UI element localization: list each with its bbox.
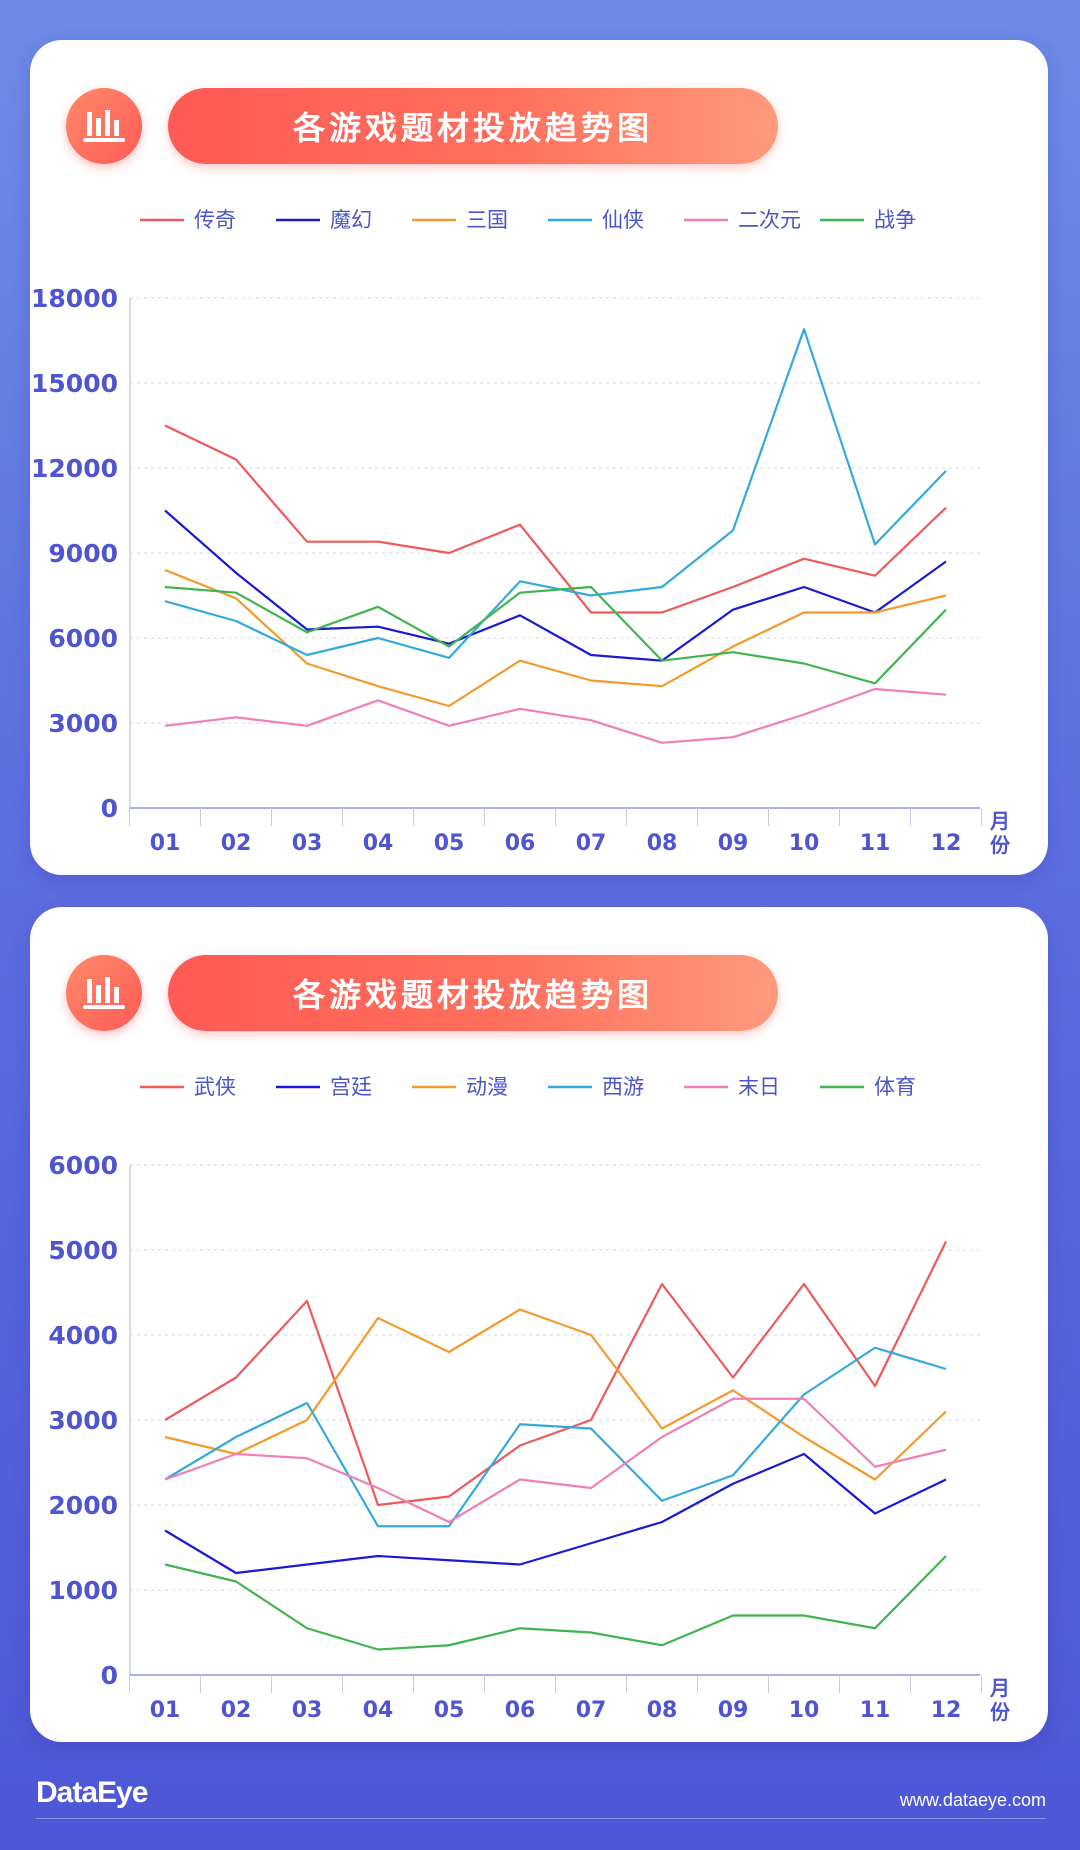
y-tick-label: 1000 xyxy=(48,1576,118,1605)
series-line xyxy=(164,1555,947,1651)
chart-card-1: 各游戏题材投放趋势图 传奇 魔幻 三国 仙侠 二次元 战争 0 3000 6000 9000 120… xyxy=(30,40,1048,875)
chart-card-2: 各游戏题材投放趋势图 武侠 宫廷 动漫 西游 末日 体育 0 1000 2000 3000 4000… xyxy=(30,907,1048,1742)
x-tick-label: 05 xyxy=(434,1698,465,1723)
legend-label: 宫廷 xyxy=(330,1075,372,1099)
y-tick-label: 2000 xyxy=(48,1491,118,1520)
x-tick-label: 09 xyxy=(718,831,749,856)
x-tick-label: 11 xyxy=(860,831,891,856)
y-tick-label: 12000 xyxy=(31,454,118,483)
x-tick-label: 06 xyxy=(505,831,536,856)
x-tick-label: 07 xyxy=(576,1698,607,1723)
line-chart: 传奇 魔幻 三国 仙侠 二次元 战争 0 3000 6000 9000 12000 15000 1800… xyxy=(31,208,1011,857)
x-tick-label: 02 xyxy=(221,831,252,856)
y-tick-label: 3000 xyxy=(48,1406,118,1435)
line-chart: 武侠 宫廷 动漫 西游 末日 体育 0 1000 2000 3000 4000 5000 6000 01 0… xyxy=(48,1075,1011,1724)
x-tick-label: 06 xyxy=(505,1698,536,1723)
legend-label: 动漫 xyxy=(466,1075,508,1099)
y-tick-label: 6000 xyxy=(48,624,118,653)
x-tick-label: 03 xyxy=(292,831,323,856)
x-tick-label: 12 xyxy=(931,1698,962,1723)
x-tick-label: 05 xyxy=(434,831,465,856)
x-tick-label: 01 xyxy=(150,831,181,856)
legend-label: 传奇 xyxy=(194,208,236,232)
x-tick-label: 01 xyxy=(150,1698,181,1723)
x-tick-label: 11 xyxy=(860,1698,891,1723)
series-line xyxy=(164,1452,947,1575)
legend-label: 二次元 xyxy=(738,208,801,232)
chart-bars-icon xyxy=(66,955,142,1031)
series-line xyxy=(164,1346,947,1528)
y-tick-label: 0 xyxy=(101,794,118,823)
legend-label: 战争 xyxy=(874,208,916,232)
x-axis-label: 月 xyxy=(989,809,1010,833)
dataeye-logo: DataEye xyxy=(36,1776,148,1809)
footer-divider xyxy=(36,1818,1046,1819)
x-tick-label: 08 xyxy=(647,1698,678,1723)
series-line xyxy=(164,585,947,685)
y-tick-label: 18000 xyxy=(31,284,118,313)
y-tick-label: 3000 xyxy=(48,709,118,738)
chart-bars-icon xyxy=(66,88,142,164)
series-line xyxy=(164,568,947,708)
x-tick-label: 10 xyxy=(789,1698,820,1723)
series-line xyxy=(164,424,947,614)
chart-title: 各游戏题材投放趋势图 xyxy=(168,88,778,164)
x-tick-label: 09 xyxy=(718,1698,749,1723)
x-tick-label: 10 xyxy=(789,831,820,856)
x-axis-label: 月 xyxy=(989,1676,1010,1700)
x-tick-label: 02 xyxy=(221,1698,252,1723)
y-tick-label: 4000 xyxy=(48,1321,118,1350)
series-line xyxy=(164,1308,947,1481)
x-tick-label: 08 xyxy=(647,831,678,856)
x-axis-label: 份 xyxy=(990,833,1011,857)
legend-label: 武侠 xyxy=(194,1075,236,1099)
series-line xyxy=(164,328,947,659)
legend-label: 体育 xyxy=(874,1075,916,1099)
legend-label: 三国 xyxy=(466,208,508,232)
series-line xyxy=(164,687,947,744)
x-tick-label: 12 xyxy=(931,831,962,856)
footer-url[interactable]: www.dataeye.com xyxy=(899,1790,1046,1810)
legend-label: 西游 xyxy=(602,1075,644,1099)
chart-title: 各游戏题材投放趋势图 xyxy=(168,955,778,1031)
y-tick-label: 9000 xyxy=(48,539,118,568)
y-tick-label: 5000 xyxy=(48,1236,118,1265)
series-line xyxy=(164,1241,947,1507)
y-tick-label: 6000 xyxy=(48,1151,118,1180)
series-line xyxy=(164,1397,947,1524)
legend-label: 末日 xyxy=(738,1075,780,1099)
series-line xyxy=(164,509,947,662)
y-tick-label: 0 xyxy=(101,1661,118,1690)
legend-label: 仙侠 xyxy=(602,208,644,232)
x-tick-label: 03 xyxy=(292,1698,323,1723)
x-axis-label: 份 xyxy=(990,1700,1011,1724)
legend-label: 魔幻 xyxy=(330,208,372,232)
x-tick-label: 04 xyxy=(363,1698,394,1723)
x-tick-label: 04 xyxy=(363,831,394,856)
y-tick-label: 15000 xyxy=(31,369,118,398)
x-tick-label: 07 xyxy=(576,831,607,856)
